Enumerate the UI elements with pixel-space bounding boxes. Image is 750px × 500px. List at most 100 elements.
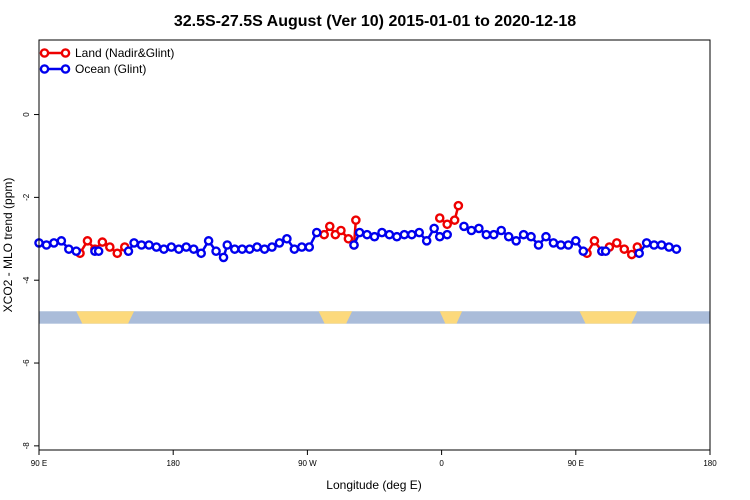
land-ocean-band bbox=[39, 311, 710, 324]
series-1-point bbox=[222, 240, 233, 250]
series-1-point bbox=[496, 225, 507, 236]
series-1-point bbox=[267, 242, 277, 252]
land-segment-2 bbox=[439, 311, 463, 324]
series-1-point bbox=[237, 244, 247, 254]
series-0-point bbox=[449, 215, 460, 225]
series-1-point bbox=[181, 242, 192, 252]
series-1-point bbox=[649, 240, 659, 250]
series-0-point bbox=[626, 249, 637, 260]
series-1-point bbox=[533, 240, 544, 250]
series-1-point bbox=[548, 238, 559, 248]
series-1-point bbox=[511, 236, 521, 246]
series-0-point bbox=[351, 215, 361, 225]
series-1-point bbox=[159, 244, 169, 254]
series-1-point bbox=[41, 240, 52, 250]
series-0-point bbox=[97, 237, 108, 247]
series-1-point bbox=[384, 229, 395, 240]
series-1-point bbox=[392, 231, 402, 242]
legend-marker bbox=[39, 64, 50, 74]
series-1-point bbox=[474, 223, 484, 234]
series-1-point bbox=[664, 242, 674, 252]
x-axis-label: Longitude (deg E) bbox=[326, 478, 421, 492]
series-1-point bbox=[354, 227, 365, 238]
x-tick-label: 90 W bbox=[298, 459, 317, 468]
series-1-point bbox=[218, 252, 229, 263]
series-layer bbox=[34, 200, 682, 263]
series-1-point bbox=[466, 225, 477, 236]
ocean-band bbox=[39, 311, 710, 324]
y-tick-label: -6 bbox=[22, 359, 31, 367]
series-1-point bbox=[421, 236, 432, 246]
series-1-point bbox=[641, 238, 652, 248]
series-1-point bbox=[244, 244, 255, 254]
series-1-point bbox=[434, 231, 445, 242]
series-1-point bbox=[429, 223, 439, 234]
series-1-point bbox=[311, 227, 322, 238]
series-1-point bbox=[274, 238, 285, 248]
series-1-point bbox=[518, 229, 529, 240]
y-axis: 0 -2 -4 -6 -8 bbox=[22, 112, 39, 449]
series-1-point bbox=[399, 229, 410, 240]
series-1-point bbox=[203, 236, 214, 246]
series-1-point bbox=[64, 244, 74, 254]
series-1-point bbox=[488, 229, 499, 240]
series-1-point bbox=[136, 240, 147, 250]
series-1-point bbox=[526, 231, 536, 242]
series-1-point bbox=[252, 242, 262, 252]
series-0-point bbox=[319, 229, 329, 240]
series-1-point bbox=[349, 240, 359, 250]
x-tick-label: 90 E bbox=[31, 459, 47, 468]
series-1-point bbox=[93, 246, 104, 257]
series-1-point bbox=[442, 229, 452, 240]
series-1-point bbox=[377, 227, 387, 238]
series-1-point bbox=[196, 248, 206, 259]
series-1-point bbox=[151, 242, 162, 252]
legend-marker bbox=[60, 48, 71, 58]
series-1-point bbox=[541, 231, 551, 242]
series-0-point bbox=[343, 233, 354, 244]
series-1-point bbox=[578, 246, 589, 257]
x-tick-label: 180 bbox=[703, 459, 717, 468]
series-1-point bbox=[297, 242, 307, 252]
series-1-point bbox=[656, 240, 667, 250]
legend-marker bbox=[39, 48, 50, 58]
series-1-point bbox=[56, 236, 67, 246]
land-segment-3 bbox=[579, 311, 638, 324]
series-1-point bbox=[289, 244, 300, 254]
legend-marker bbox=[60, 64, 71, 74]
series-1-point bbox=[571, 236, 581, 246]
series-1-point bbox=[229, 244, 240, 254]
series-1-point bbox=[369, 231, 380, 242]
series-1-point bbox=[188, 244, 199, 254]
series-1-point bbox=[173, 244, 184, 254]
chart-title: 32.5S-27.5S August (Ver 10) 2015-01-01 t… bbox=[174, 13, 576, 30]
series-0-point bbox=[82, 236, 93, 246]
series-1-point bbox=[282, 233, 292, 244]
series-0-point bbox=[105, 242, 115, 252]
series-1-point bbox=[166, 242, 177, 252]
series-1-point bbox=[634, 248, 644, 259]
x-tick-label: 180 bbox=[167, 459, 181, 468]
series-1 bbox=[34, 221, 682, 263]
y-tick-label: -2 bbox=[22, 193, 31, 201]
series-1-point bbox=[49, 238, 59, 248]
legend-label: Land (Nadir&Glint) bbox=[75, 46, 174, 60]
series-1-point bbox=[129, 238, 139, 248]
x-tick-label: 90 E bbox=[568, 459, 584, 468]
series-1-point bbox=[481, 229, 492, 240]
land-segment-0 bbox=[76, 311, 135, 324]
series-1-point bbox=[556, 240, 566, 250]
series-1-point bbox=[71, 246, 82, 257]
plot-frame bbox=[38, 39, 711, 451]
series-1-point bbox=[123, 246, 134, 257]
y-tick-label: 0 bbox=[22, 112, 31, 117]
legend-label: Ocean (Glint) bbox=[75, 62, 146, 76]
series-0-point bbox=[336, 225, 346, 236]
series-1-point bbox=[600, 246, 611, 257]
series-0-point bbox=[619, 244, 630, 254]
x-tick-label: 0 bbox=[439, 459, 444, 468]
x-axis: 90 E 180 90 W 0 90 E 180 bbox=[31, 450, 717, 468]
series-1-point bbox=[414, 227, 425, 238]
series-0-point bbox=[612, 238, 622, 248]
